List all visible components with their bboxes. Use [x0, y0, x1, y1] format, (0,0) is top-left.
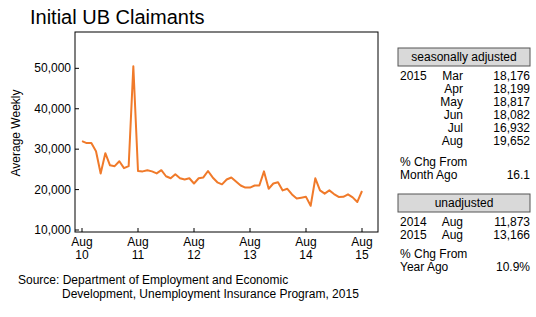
panel-month: Jul — [448, 121, 463, 135]
y-tick — [75, 189, 79, 190]
panel-change-sub: Month Ago — [400, 168, 458, 182]
panel-year: 2015 — [400, 69, 427, 83]
x-tick-label: Aug13 — [239, 235, 260, 262]
x-tick-label-part: 13 — [243, 248, 257, 262]
panel-header-box — [398, 48, 530, 66]
panel-value: 11,873 — [494, 215, 530, 229]
panel-header: seasonally adjusted — [411, 50, 516, 64]
panel-month: Apr — [444, 82, 463, 96]
y-tick-label: 40,000 — [34, 102, 71, 116]
x-tick-label-part: Aug — [127, 235, 148, 249]
panel-month: Aug — [442, 134, 463, 148]
panel-month: Jun — [444, 108, 463, 122]
x-tick — [250, 228, 251, 232]
x-tick-label-part: Aug — [183, 235, 204, 249]
y-tick — [75, 108, 79, 109]
panel-change-sub: Year Ago — [400, 260, 449, 274]
source: Development, Unemployment Insurance Prog… — [62, 287, 359, 301]
x-tick — [138, 228, 139, 232]
panel-month: Mar — [442, 69, 463, 83]
panel-value: 19,652 — [493, 134, 530, 148]
panel-year: 2015 — [400, 228, 427, 242]
x-tick — [82, 228, 83, 232]
panel-value: 13,166 — [493, 228, 530, 242]
x-tick-label-part: Aug — [239, 235, 260, 249]
panel-header: unadjusted — [435, 196, 494, 210]
x-tick-label-part: 12 — [187, 248, 201, 262]
panel-month: Aug — [442, 215, 463, 229]
x-tick-label: Aug12 — [183, 235, 204, 262]
x-tick-label: Aug11 — [127, 235, 148, 262]
panel-value: 18,199 — [493, 82, 530, 96]
source: Source: Department of Employment and Eco… — [18, 273, 288, 287]
x-tick-label-part: Aug — [295, 235, 316, 249]
y-tick-label: 20,000 — [34, 183, 71, 197]
x-tick-label-part: 14 — [299, 248, 313, 262]
y-tick — [75, 68, 79, 69]
panel-change-value: 16.1 — [507, 168, 531, 182]
x-tick — [306, 228, 307, 232]
y-tick — [75, 230, 79, 231]
y-tick-label: 10,000 — [34, 223, 71, 237]
panel-change-value: 10.9% — [496, 260, 530, 274]
x-tick — [362, 228, 363, 232]
x-tick-label-part: 10 — [75, 248, 89, 262]
panel-year: 2014 — [400, 215, 427, 229]
panel-value: 18,082 — [493, 108, 530, 122]
x-tick-label: Aug14 — [295, 235, 316, 262]
panel-change-label: % Chg From — [400, 155, 467, 169]
chart: Initial UB Claimants 10,000 20,000 30,000 40… — [0, 0, 536, 317]
x-tick-label: Aug15 — [351, 235, 372, 262]
panel-month: May — [440, 95, 463, 109]
plot-frame — [75, 32, 378, 232]
panel-value: 18,817 — [493, 95, 530, 109]
title: Initial UB Claimants — [30, 6, 205, 28]
x-tick — [194, 228, 195, 232]
x-tick-label-part: 11 — [132, 248, 145, 262]
x-tick-label-part: Aug — [71, 235, 92, 249]
x-tick-label-part: Aug — [351, 235, 372, 249]
panel-change-label: % Chg From — [400, 247, 467, 261]
panel-value: 18,176 — [493, 69, 530, 83]
y-tick-label: 50,000 — [34, 61, 71, 75]
data-line — [82, 66, 362, 205]
y-tick-label: 30,000 — [34, 142, 71, 156]
x-tick-label-part: 15 — [355, 248, 369, 262]
y-axis-label: Average Weekly — [9, 90, 23, 177]
x-tick-label: Aug10 — [71, 235, 92, 262]
y-tick — [75, 149, 79, 150]
panel-month: Aug — [442, 228, 463, 242]
plot-area — [82, 66, 362, 205]
panel-header-box — [398, 194, 530, 212]
panel-value: 16,932 — [493, 121, 530, 135]
